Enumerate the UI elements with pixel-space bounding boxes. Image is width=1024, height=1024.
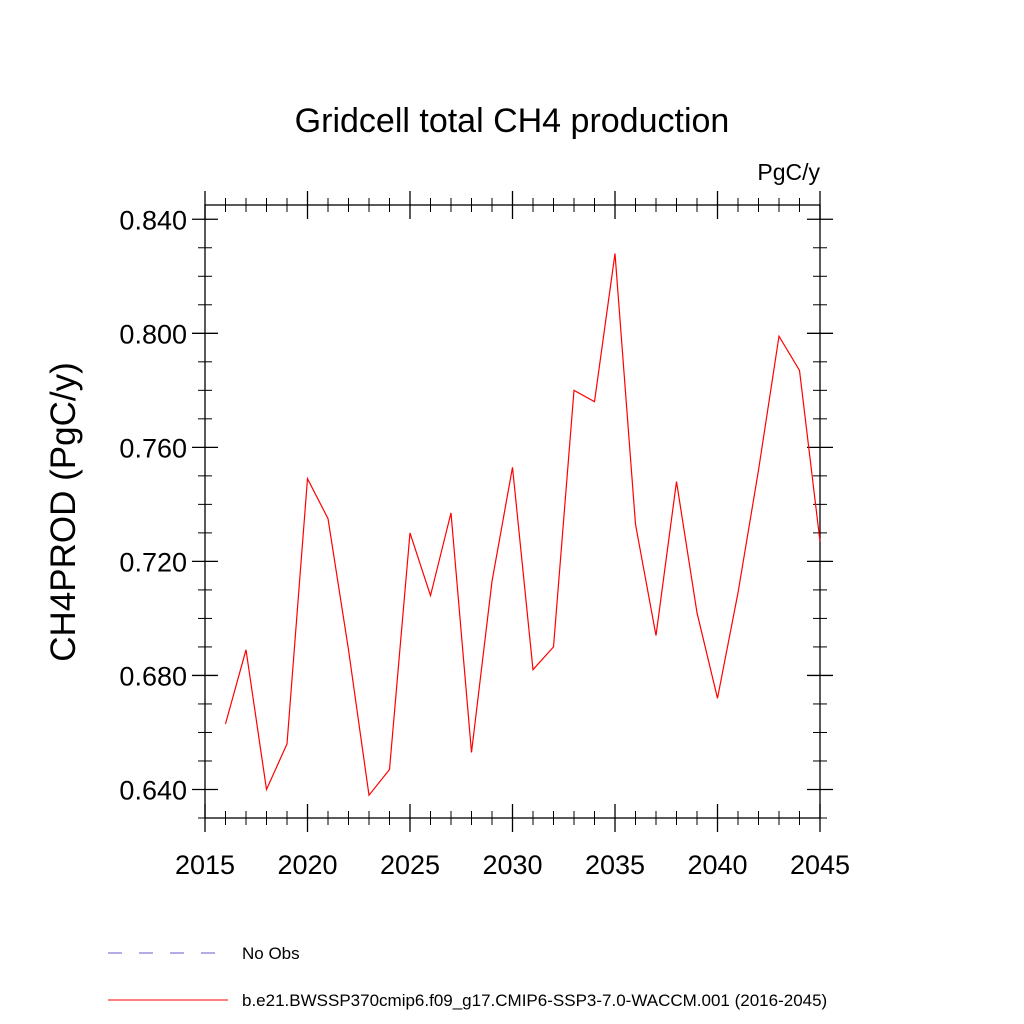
legend-label-1: b.e21.BWSSP370cmip6.f09_g17.CMIP6-SSP3-7… bbox=[242, 991, 827, 1010]
x-tick-label: 2025 bbox=[380, 850, 440, 880]
plot-frame bbox=[204, 204, 821, 819]
y-tick-label: 0.800 bbox=[119, 319, 187, 349]
y-tick-label: 0.720 bbox=[119, 547, 187, 577]
x-tick-label: 2020 bbox=[277, 850, 337, 880]
units-label: PgC/y bbox=[757, 159, 820, 185]
axis-ticks: 0.640 0.680 0.720 0.760 0.800 0.840 2015 2020 20… bbox=[119, 191, 850, 880]
legend-label-0: No Obs bbox=[242, 944, 300, 963]
x-tick-label: 2030 bbox=[482, 850, 542, 880]
legend: No Obs b.e21.BWSSP370cmip6.f09_g17.CMIP6-… bbox=[108, 944, 827, 1010]
x-tick-label: 2040 bbox=[687, 850, 747, 880]
series-line-0 bbox=[224, 253, 821, 797]
y-axis-label: CH4PROD (PgC/y) bbox=[44, 362, 83, 661]
series-layer bbox=[224, 253, 821, 797]
y-tick-label: 0.760 bbox=[119, 433, 187, 463]
x-tick-label: 2035 bbox=[585, 850, 645, 880]
x-tick-label: 2045 bbox=[790, 850, 850, 880]
chart-title: Gridcell total CH4 production bbox=[295, 102, 730, 140]
y-tick-label: 0.680 bbox=[119, 661, 187, 691]
x-tick-label: 2015 bbox=[175, 850, 235, 880]
y-tick-label: 0.840 bbox=[119, 205, 187, 235]
y-tick-label: 0.640 bbox=[119, 775, 187, 805]
